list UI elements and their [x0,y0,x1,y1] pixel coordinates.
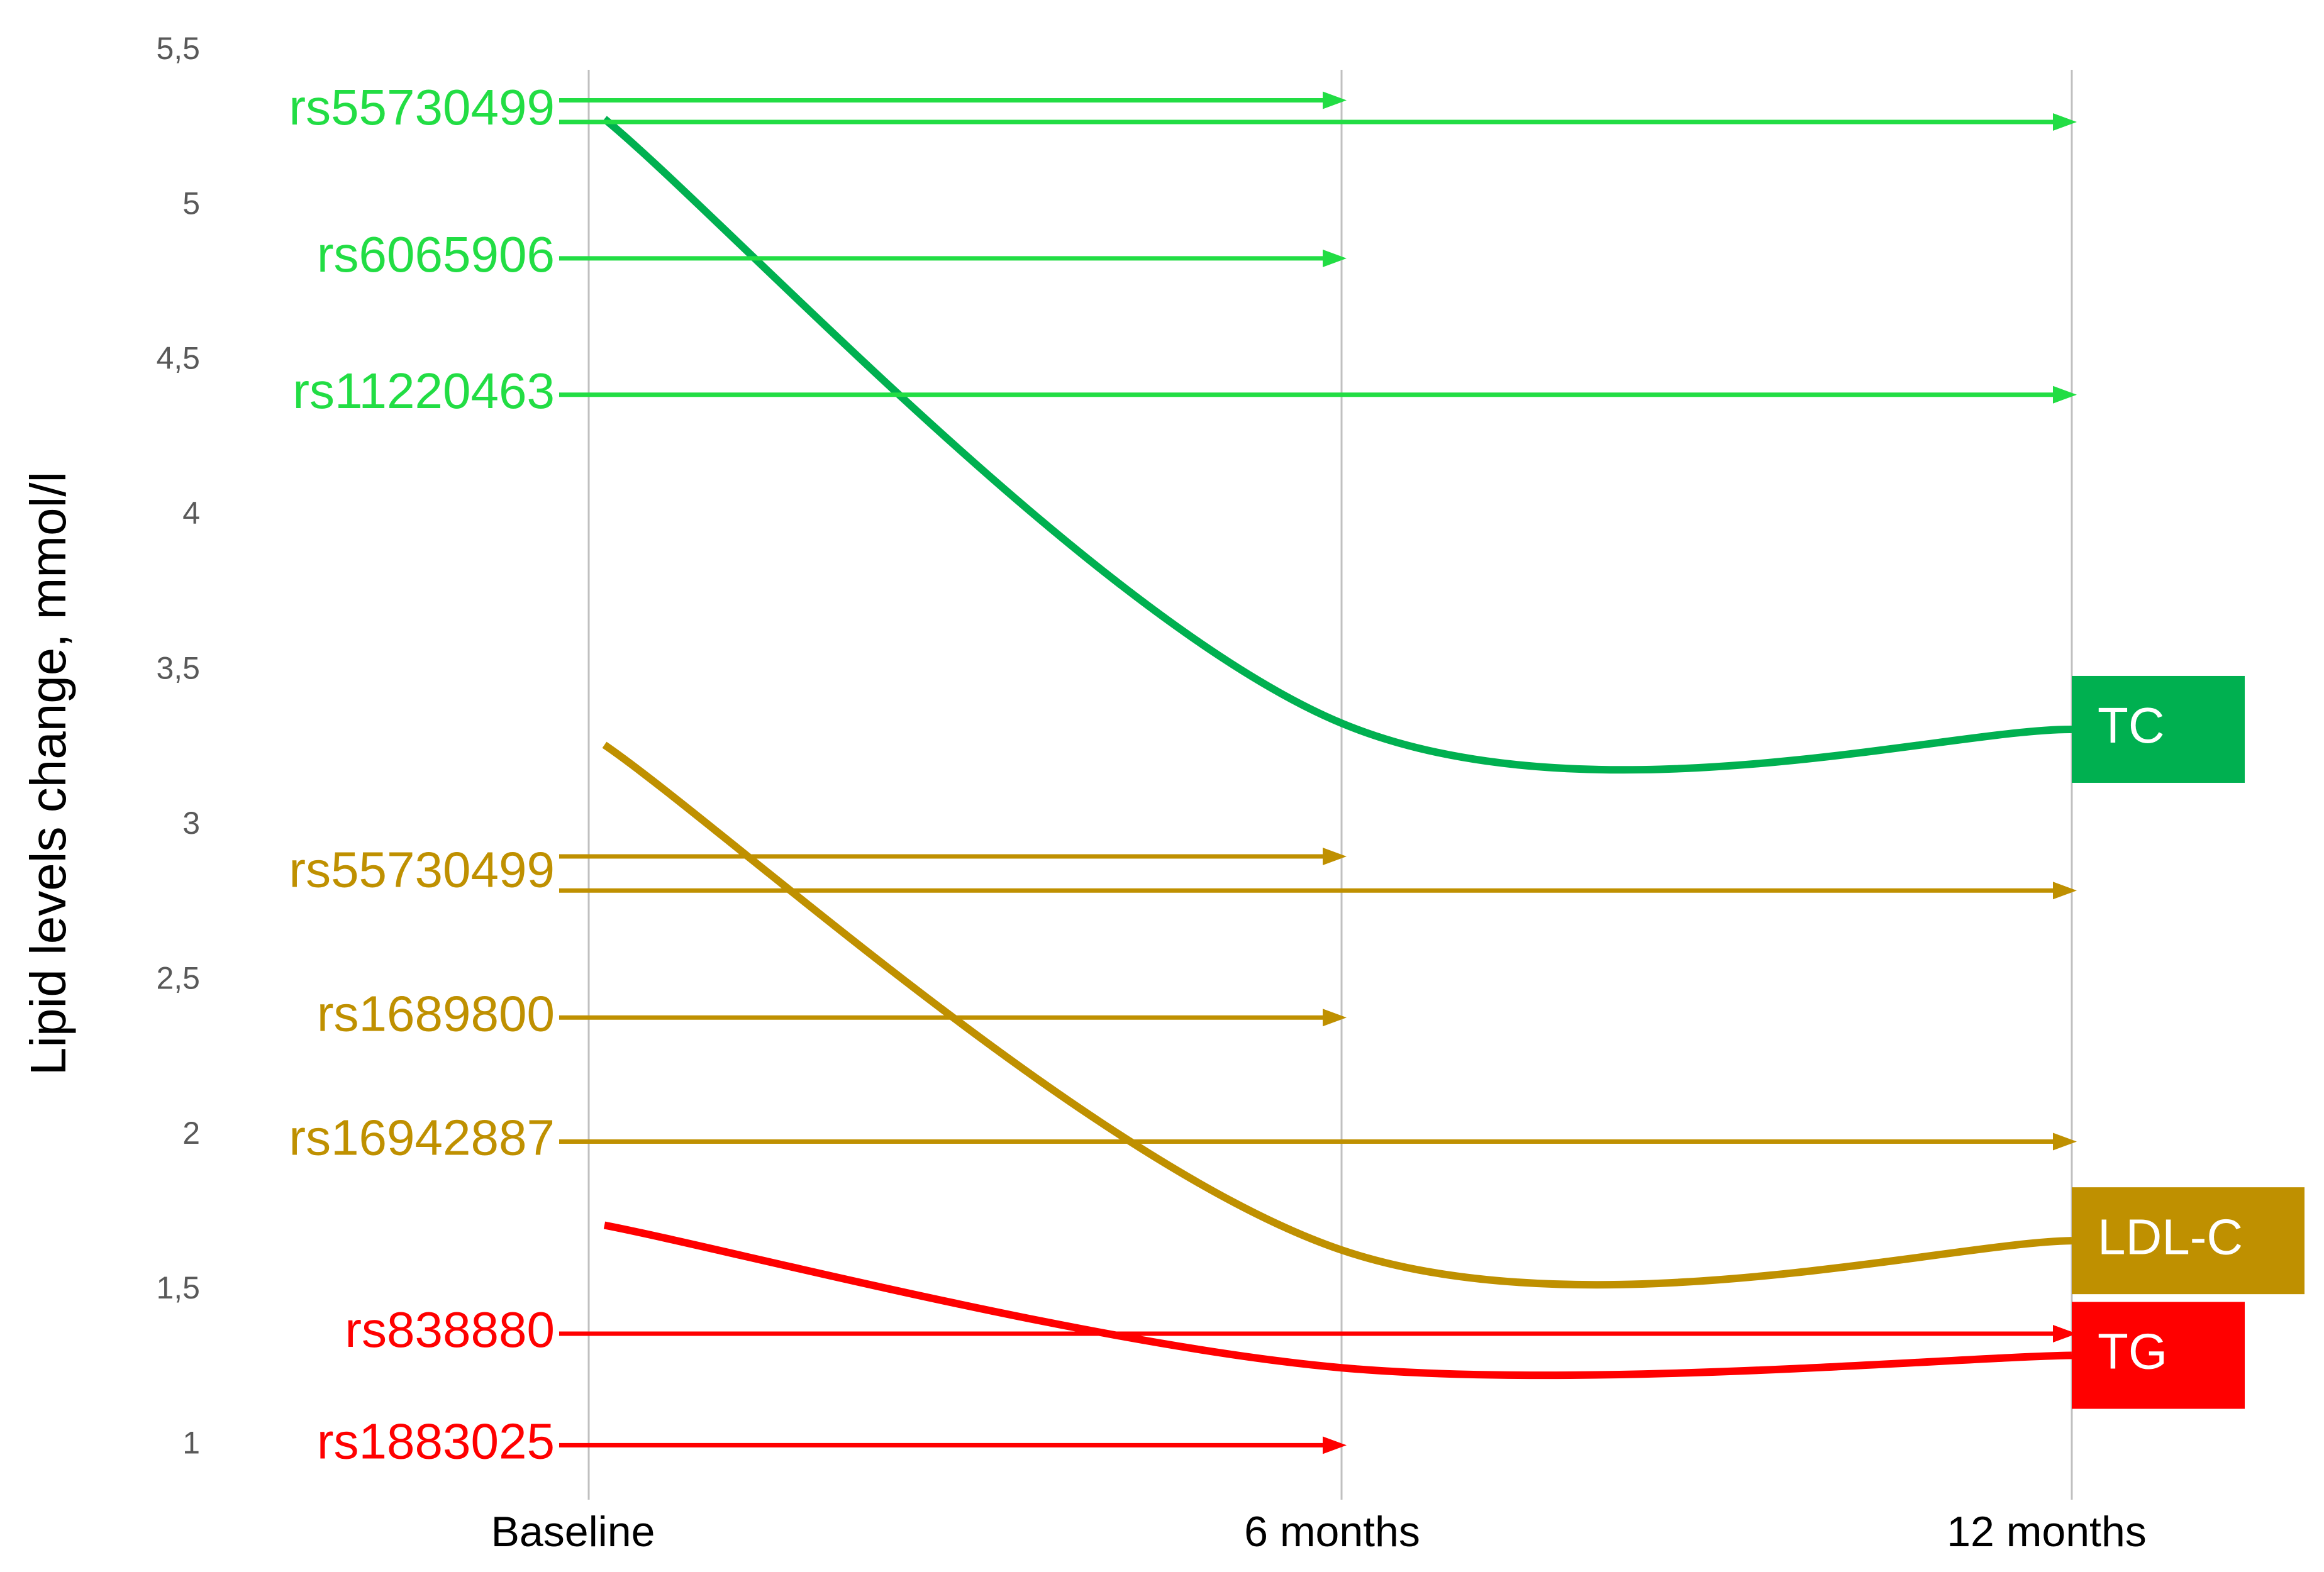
snp-label: rs838880 [345,1302,555,1358]
y-tick-label: 5,5 [156,31,200,66]
arrow-head [1323,1009,1347,1027]
y-tick-label: 3 [182,805,200,841]
snp-label: rs11220463 [292,363,555,419]
snp-label: rs1883025 [317,1414,555,1470]
x-tick-label: 6 months [1244,1508,1420,1556]
snp-label: rs6065906 [317,226,555,282]
y-tick-label: 3,5 [156,651,200,686]
arrow-head [2053,1325,2077,1343]
arrow-head [1323,249,1347,267]
y-axis-title: Lipid levels change, mmol/l [20,472,76,1075]
arrow-head [2053,882,2077,900]
series-label-box [2072,1187,2305,1295]
series-label-box [2072,1302,2245,1409]
y-tick-label: 2 [182,1115,200,1151]
snp-label: rs55730499 [289,841,555,897]
series-label-box [2072,675,2245,783]
arrow-head [1323,848,1347,866]
y-tick-label: 1,5 [156,1270,200,1305]
series-line [602,116,2072,774]
arrow-head [2053,385,2077,404]
y-tick-label: 1 [182,1425,200,1461]
series-line [602,741,2072,1289]
x-tick-label: Baseline [491,1508,655,1556]
snp-label: rs55730499 [289,79,555,135]
arrow-head [2053,113,2077,131]
x-tick-label: 12 months [1947,1508,2147,1556]
arrow-head [2053,1132,2077,1151]
y-tick-label: 2,5 [156,960,200,995]
series-line [603,1221,2072,1380]
snp-label: rs1689800 [317,985,555,1041]
legend-label: LDL-C [2098,1209,2243,1265]
arrow-head [1323,91,1347,109]
arrow-head [1323,1436,1347,1454]
snp-label: rs16942887 [289,1110,555,1166]
legend-label: TC [2098,697,2165,753]
legend-label: TG [2098,1324,2167,1380]
y-tick-label: 4,5 [156,341,200,376]
y-tick-label: 4 [182,495,200,531]
y-tick-label: 5 [182,185,200,221]
